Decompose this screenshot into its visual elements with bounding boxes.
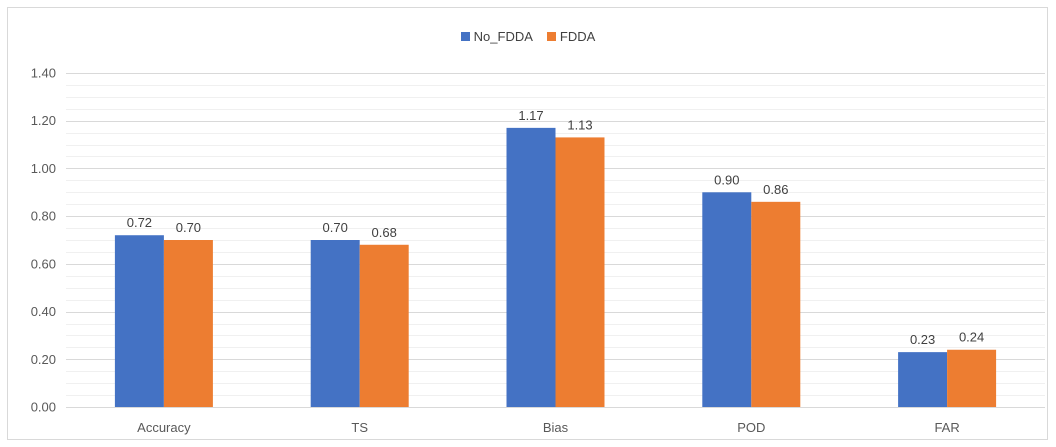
bar-fdda-accuracy bbox=[163, 240, 213, 407]
data-label: 0.70 bbox=[323, 220, 348, 235]
data-label: 0.72 bbox=[127, 215, 152, 230]
y-tick-label: 0.40 bbox=[31, 304, 56, 319]
y-tick-label: 1.00 bbox=[31, 161, 56, 176]
data-label: 0.24 bbox=[959, 330, 984, 345]
y-tick-label: 0.20 bbox=[31, 352, 56, 367]
bar-fdda-ts bbox=[359, 244, 409, 407]
data-label: 0.23 bbox=[910, 332, 935, 347]
x-category-label: FAR bbox=[934, 420, 959, 435]
data-label: 0.70 bbox=[176, 220, 201, 235]
bar-no-fdda-pod bbox=[702, 192, 752, 407]
bar-no-fdda-bias bbox=[506, 127, 556, 407]
bar-no-fdda-ts bbox=[310, 240, 360, 407]
x-category-label: Accuracy bbox=[137, 420, 191, 435]
data-label: 1.13 bbox=[567, 117, 592, 132]
data-label: 0.68 bbox=[372, 225, 397, 240]
legend-label-fdda: FDDA bbox=[559, 28, 596, 44]
y-tick-label: 1.40 bbox=[31, 66, 56, 81]
bar-fdda-pod bbox=[751, 201, 801, 407]
data-label: 1.17 bbox=[518, 108, 543, 123]
data-label: 0.90 bbox=[714, 172, 739, 187]
data-label: 0.86 bbox=[763, 182, 788, 197]
bar-fdda-far bbox=[947, 349, 997, 407]
x-category-label: Bias bbox=[543, 420, 569, 435]
y-tick-label: 0.80 bbox=[31, 209, 56, 224]
y-tick-label: 1.20 bbox=[31, 113, 56, 128]
legend: No_FDDA FDDA bbox=[0, 26, 1056, 46]
x-category-label: TS bbox=[351, 420, 368, 435]
x-category-label: POD bbox=[737, 420, 765, 435]
legend-entry-no-fdda: No_FDDA bbox=[460, 28, 533, 44]
bar-no-fdda-accuracy bbox=[114, 235, 164, 407]
legend-swatch-no-fdda bbox=[460, 31, 470, 41]
y-tick-label: 0.00 bbox=[31, 400, 56, 415]
y-tick-label: 0.60 bbox=[31, 256, 56, 271]
legend-swatch-fdda bbox=[546, 31, 556, 41]
bar-fdda-bias bbox=[555, 137, 605, 407]
bar-no-fdda-far bbox=[898, 352, 948, 407]
legend-label-no-fdda: No_FDDA bbox=[473, 28, 533, 44]
legend-entry-fdda: FDDA bbox=[546, 28, 596, 44]
